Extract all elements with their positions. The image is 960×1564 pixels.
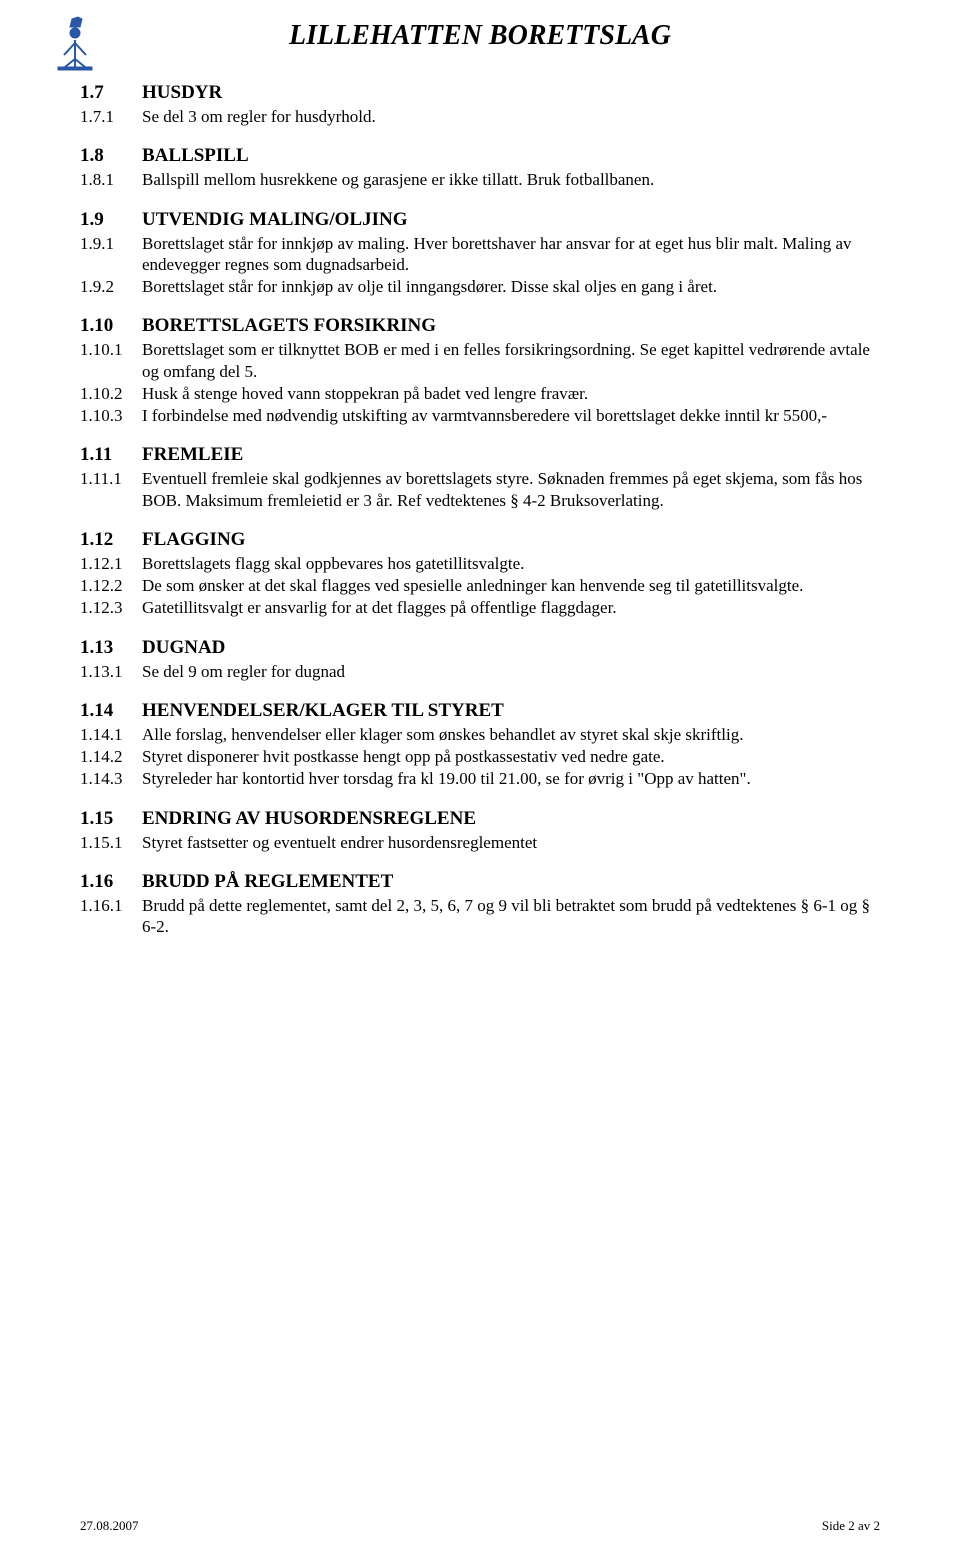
content: 1.7HUSDYR1.7.1Se del 3 om regler for hus… [80,82,880,1468]
section: 1.15ENDRING AV HUSORDENSREGLENE1.15.1Sty… [80,808,880,853]
section-heading: 1.10BORETTSLAGETS FORSIKRING [80,315,880,337]
section-title: BALLSPILL [142,145,249,167]
list-item: 1.15.1Styret fastsetter og eventuelt end… [80,832,880,853]
item-number: 1.10.1 [80,339,142,360]
section-title: ENDRING AV HUSORDENSREGLENE [142,808,476,830]
item-number: 1.12.3 [80,597,142,618]
section-number: 1.12 [80,529,142,551]
section-title: BORETTSLAGETS FORSIKRING [142,315,436,337]
item-text: Styret disponerer hvit postkasse hengt o… [142,746,880,767]
section-title: UTVENDIG MALING/OLJING [142,209,408,231]
section-title: HENVENDELSER/KLAGER TIL STYRET [142,700,504,722]
list-item: 1.14.3Styreleder har kontortid hver tors… [80,768,880,789]
section-heading: 1.14HENVENDELSER/KLAGER TIL STYRET [80,700,880,722]
list-item: 1.14.2Styret disponerer hvit postkasse h… [80,746,880,767]
item-number: 1.12.2 [80,575,142,596]
item-text: De som ønsker at det skal flagges ved sp… [142,575,880,596]
section-heading: 1.16BRUDD PÅ REGLEMENTET [80,871,880,893]
list-item: 1.8.1Ballspill mellom husrekkene og gara… [80,169,880,190]
item-text: Borettslaget står for innkjøp av maling.… [142,233,880,276]
page-title: LILLEHATTEN BORETTSLAG [289,20,671,52]
item-text: Borettslaget som er tilknyttet BOB er me… [142,339,880,382]
item-number: 1.11.1 [80,468,142,489]
item-text: Se del 9 om regler for dugnad [142,661,880,682]
section-title: BRUDD PÅ REGLEMENTET [142,871,393,893]
list-item: 1.12.2De som ønsker at det skal flagges … [80,575,880,596]
list-item: 1.16.1Brudd på dette reglementet, samt d… [80,895,880,938]
item-text: Brudd på dette reglementet, samt del 2, … [142,895,880,938]
list-item: 1.11.1Eventuell fremleie skal godkjennes… [80,468,880,511]
item-text: Borettslaget står for innkjøp av olje ti… [142,276,880,297]
item-text: Gatetillitsvalgt er ansvarlig for at det… [142,597,880,618]
section-number: 1.13 [80,637,142,659]
section-number: 1.15 [80,808,142,830]
list-item: 1.14.1Alle forslag, henvendelser eller k… [80,724,880,745]
list-item: 1.10.2Husk å stenge hoved vann stoppekra… [80,383,880,404]
list-item: 1.12.1Borettslagets flagg skal oppbevare… [80,553,880,574]
list-item: 1.10.3I forbindelse med nødvendig utskif… [80,405,880,426]
section: 1.7HUSDYR1.7.1Se del 3 om regler for hus… [80,82,880,127]
logo-icon [50,15,100,85]
item-text: Alle forslag, henvendelser eller klager … [142,724,880,745]
header: LILLEHATTEN BORETTSLAG [80,20,880,52]
item-number: 1.10.3 [80,405,142,426]
item-number: 1.14.1 [80,724,142,745]
section-number: 1.16 [80,871,142,893]
section: 1.11FREMLEIE1.11.1Eventuell fremleie ska… [80,444,880,511]
item-number: 1.13.1 [80,661,142,682]
item-number: 1.9.2 [80,276,142,297]
section-heading: 1.8BALLSPILL [80,145,880,167]
section-heading: 1.12FLAGGING [80,529,880,551]
item-number: 1.16.1 [80,895,142,916]
section-number: 1.7 [80,82,142,104]
item-number: 1.9.1 [80,233,142,254]
page: LILLEHATTEN BORETTSLAG 1.7HUSDYR1.7.1Se … [0,0,960,1564]
item-text: Styreleder har kontortid hver torsdag fr… [142,768,880,789]
section: 1.10BORETTSLAGETS FORSIKRING1.10.1Borett… [80,315,880,426]
item-number: 1.14.2 [80,746,142,767]
section: 1.14HENVENDELSER/KLAGER TIL STYRET1.14.1… [80,700,880,790]
footer: 27.08.2007 Side 2 av 2 [80,1518,880,1534]
list-item: 1.12.3Gatetillitsvalgt er ansvarlig for … [80,597,880,618]
item-number: 1.12.1 [80,553,142,574]
section-title: FREMLEIE [142,444,243,466]
footer-page: Side 2 av 2 [822,1518,880,1534]
footer-date: 27.08.2007 [80,1518,139,1534]
section-number: 1.14 [80,700,142,722]
section-number: 1.8 [80,145,142,167]
section-number: 1.11 [80,444,142,466]
section-number: 1.10 [80,315,142,337]
list-item: 1.9.1Borettslaget står for innkjøp av ma… [80,233,880,276]
section-title: DUGNAD [142,637,225,659]
section: 1.9UTVENDIG MALING/OLJING1.9.1Borettslag… [80,209,880,298]
section-title: HUSDYR [142,82,222,104]
section: 1.8BALLSPILL1.8.1Ballspill mellom husrek… [80,145,880,190]
list-item: 1.13.1Se del 9 om regler for dugnad [80,661,880,682]
section-title: FLAGGING [142,529,245,551]
item-number: 1.10.2 [80,383,142,404]
list-item: 1.9.2Borettslaget står for innkjøp av ol… [80,276,880,297]
item-number: 1.15.1 [80,832,142,853]
section: 1.13DUGNAD1.13.1Se del 9 om regler for d… [80,637,880,682]
item-number: 1.8.1 [80,169,142,190]
section: 1.12FLAGGING1.12.1Borettslagets flagg sk… [80,529,880,619]
item-text: Styret fastsetter og eventuelt endrer hu… [142,832,880,853]
list-item: 1.7.1Se del 3 om regler for husdyrhold. [80,106,880,127]
list-item: 1.10.1Borettslaget som er tilknyttet BOB… [80,339,880,382]
item-text: Husk å stenge hoved vann stoppekran på b… [142,383,880,404]
section-heading: 1.15ENDRING AV HUSORDENSREGLENE [80,808,880,830]
section: 1.16BRUDD PÅ REGLEMENTET1.16.1Brudd på d… [80,871,880,938]
item-text: I forbindelse med nødvendig utskifting a… [142,405,880,426]
item-number: 1.7.1 [80,106,142,127]
item-text: Se del 3 om regler for husdyrhold. [142,106,880,127]
item-number: 1.14.3 [80,768,142,789]
item-text: Ballspill mellom husrekkene og garasjene… [142,169,880,190]
section-heading: 1.9UTVENDIG MALING/OLJING [80,209,880,231]
item-text: Eventuell fremleie skal godkjennes av bo… [142,468,880,511]
section-heading: 1.11FREMLEIE [80,444,880,466]
section-number: 1.9 [80,209,142,231]
section-heading: 1.7HUSDYR [80,82,880,104]
item-text: Borettslagets flagg skal oppbevares hos … [142,553,880,574]
section-heading: 1.13DUGNAD [80,637,880,659]
